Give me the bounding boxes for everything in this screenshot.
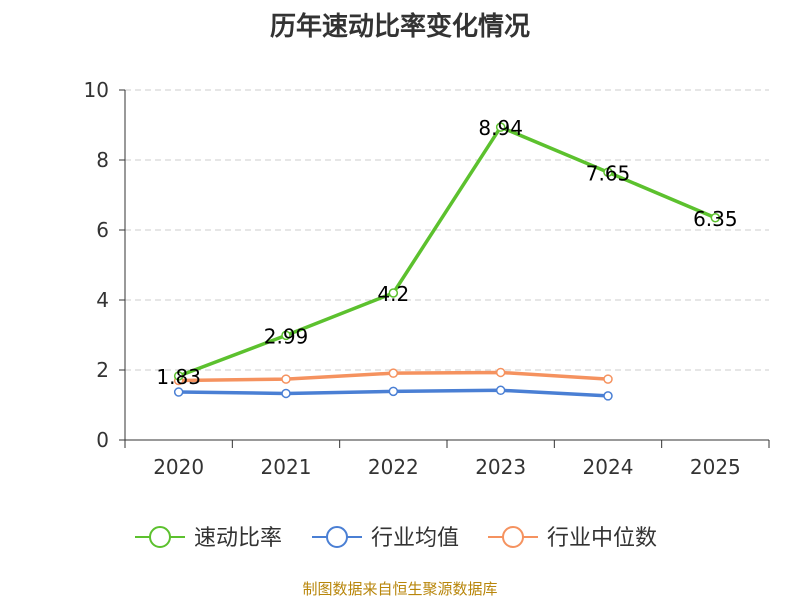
x-tick-label: 2023 bbox=[475, 455, 526, 479]
data-point bbox=[603, 167, 613, 177]
legend-item: 行业中位数 bbox=[488, 526, 657, 551]
data-point bbox=[495, 122, 506, 132]
legend: 速动比率 行业均值 行业中位数 bbox=[135, 526, 657, 551]
legend-label: 行业中位数 bbox=[547, 526, 657, 551]
data-label: 2.99 bbox=[264, 324, 309, 348]
y-tick-label: 4 bbox=[96, 288, 109, 312]
data-label: 4.2 bbox=[377, 282, 409, 306]
data-label: 8.94 bbox=[478, 116, 523, 140]
x-tick-label: 2020 bbox=[153, 455, 204, 479]
data-point bbox=[603, 374, 613, 384]
legend-marker-icon bbox=[326, 526, 348, 548]
data-source-note: 制图数据来自恒生聚源数据库 bbox=[302, 580, 498, 598]
data-point bbox=[388, 288, 399, 298]
data-point bbox=[388, 386, 399, 397]
data-point bbox=[710, 213, 721, 223]
legend-label: 速动比率 bbox=[194, 526, 282, 551]
data-label: 1.83 bbox=[156, 365, 201, 389]
data-point bbox=[603, 391, 613, 401]
data-label: 6.35 bbox=[693, 207, 738, 231]
legend-item: 行业均值 bbox=[312, 526, 459, 551]
data-point bbox=[281, 374, 291, 384]
x-tick-label: 2025 bbox=[690, 455, 741, 479]
grid-lines bbox=[125, 89, 769, 371]
data-point bbox=[495, 367, 506, 378]
y-tick-label: 6 bbox=[96, 218, 109, 242]
legend-label: 行业均值 bbox=[371, 526, 459, 551]
data-point bbox=[281, 330, 291, 341]
y-tick-label: 2 bbox=[96, 358, 109, 382]
data-point bbox=[173, 387, 184, 397]
y-tick-label: 10 bbox=[84, 78, 109, 102]
data-point bbox=[173, 371, 184, 381]
legend-marker-icon bbox=[502, 526, 524, 548]
y-tick-label: 0 bbox=[96, 428, 109, 452]
axes: 0 2 4 6 8 10 2020 2021 2022 2023 2024 2025 bbox=[84, 78, 770, 479]
series bbox=[173, 122, 721, 401]
y-tick-label: 8 bbox=[96, 148, 109, 172]
x-tick-label: 2021 bbox=[261, 455, 312, 479]
series-line-0 bbox=[176, 125, 718, 378]
legend-item: 速动比率 bbox=[135, 526, 282, 551]
x-tick-label: 2022 bbox=[368, 455, 419, 479]
chart-title: 历年速动比率变化情况 bbox=[269, 12, 530, 42]
legend-marker-icon bbox=[149, 526, 171, 548]
data-labels: 1.83 2.99 4.2 8.94 7.65 6.35 bbox=[156, 116, 737, 389]
data-point bbox=[495, 385, 506, 396]
data-point bbox=[388, 368, 399, 378]
x-tick-label: 2024 bbox=[583, 455, 634, 479]
data-point bbox=[281, 388, 291, 399]
data-label: 7.65 bbox=[586, 161, 631, 185]
